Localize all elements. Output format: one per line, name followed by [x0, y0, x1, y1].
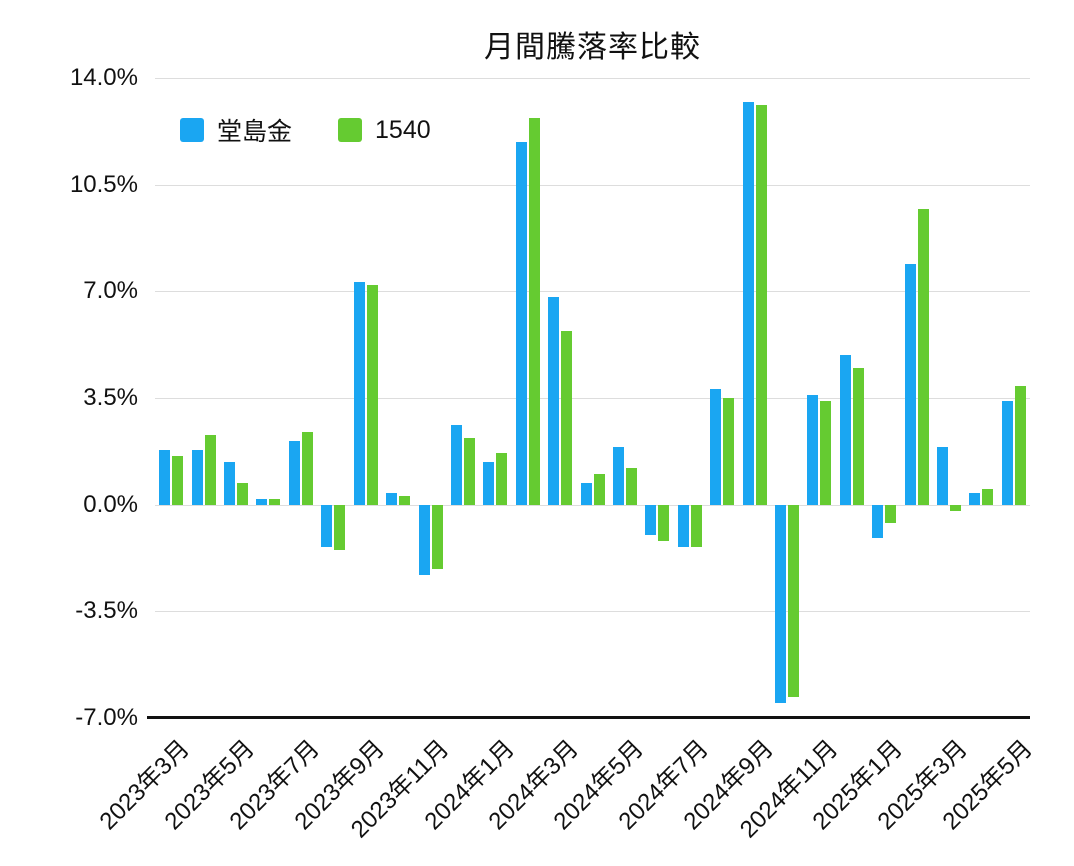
y-axis-tick-label: 3.5%	[83, 384, 138, 411]
bar-series-0	[450, 425, 462, 505]
bar-series-1	[885, 504, 897, 523]
legend-item-1540: 1540	[338, 116, 431, 145]
gridline	[155, 398, 1030, 399]
legend: 堂島金 1540	[180, 112, 431, 148]
bar-series-1	[723, 398, 735, 505]
bar-series-1	[301, 431, 313, 505]
bar-series-1	[399, 495, 411, 505]
bar-series-0	[353, 282, 365, 505]
bar-series-0	[612, 446, 624, 505]
bar-series-1	[366, 285, 378, 505]
y-axis-tick-label: 10.5%	[69, 170, 138, 198]
bar-series-1	[820, 401, 832, 505]
bar-series-0	[159, 449, 171, 505]
bar-series-1	[496, 452, 508, 505]
x-axis-line	[147, 716, 1030, 719]
bar-series-1	[431, 504, 443, 569]
bar-series-1	[690, 504, 702, 548]
bar-series-1	[1014, 385, 1026, 505]
bar-series-0	[515, 142, 527, 505]
bar-series-1	[463, 437, 475, 505]
bar-series-1	[852, 367, 864, 505]
bar-series-1	[787, 504, 799, 697]
bar-series-0	[839, 355, 851, 505]
bar-series-0	[418, 504, 430, 575]
bar-series-1	[237, 483, 248, 505]
chart-title: 月間騰落率比較	[484, 31, 701, 64]
gridline	[155, 78, 1030, 79]
bar-series-0	[742, 102, 754, 505]
gridline	[155, 504, 1030, 506]
bar-series-0	[774, 504, 786, 703]
legend-swatch-1540	[338, 118, 363, 142]
bar-series-1	[917, 209, 929, 505]
bar-series-1	[204, 434, 216, 505]
y-axis-tick-label: 14.0%	[69, 64, 138, 91]
y-axis-tick-label: 0.0%	[83, 490, 138, 518]
gridline	[155, 611, 1030, 613]
bar-series-0	[677, 504, 689, 548]
bar-series-0	[872, 504, 884, 539]
bar-series-0	[710, 388, 722, 505]
bar-series-0	[580, 483, 592, 505]
bar-series-0	[288, 440, 300, 505]
bar-series-0	[1001, 401, 1013, 505]
y-axis: 14.0% 10.5% 7.0% 3.5% 0.0% -3.5% -7.0%	[0, 64, 138, 731]
bar-series-1	[334, 504, 346, 551]
bar-series-0	[807, 395, 819, 505]
bar-series-0	[548, 297, 560, 505]
bar-series-1	[658, 504, 670, 542]
bar-series-0	[969, 492, 981, 505]
bar-series-0	[904, 263, 916, 505]
legend-label-dojima-gold: 堂島金	[217, 118, 293, 146]
bar-series-1	[561, 331, 573, 505]
legend-swatch-dojima-gold	[180, 118, 204, 142]
y-axis-tick-label: 7.0%	[83, 277, 138, 305]
bar-series-0	[191, 449, 203, 505]
y-axis-tick-label: -7.0%	[75, 704, 138, 731]
legend-item-dojima-gold: 堂島金	[180, 112, 292, 148]
bar-series-1	[625, 468, 637, 505]
y-axis-tick-label: -3.5%	[75, 597, 138, 625]
legend-label-1540: 1540	[375, 115, 431, 144]
bar-series-0	[321, 504, 333, 548]
bar-series-1	[269, 498, 281, 505]
bar-series-0	[256, 498, 268, 505]
bar-series-1	[172, 455, 184, 505]
plot-area	[147, 78, 1030, 719]
bar-series-1	[982, 489, 994, 505]
bar-series-1	[593, 474, 605, 505]
bar-series-0	[937, 446, 948, 505]
bar-series-0	[224, 462, 235, 505]
bar-series-0	[645, 504, 657, 536]
bar-series-1	[528, 117, 540, 505]
bar-series-1	[755, 105, 767, 505]
gridline	[155, 291, 1030, 293]
x-axis: 2023年3月 2023年5月 2023年7月 2023年9月 2023年11月 2024…	[95, 722, 1038, 866]
bar-series-0	[386, 492, 398, 505]
bar-series-1	[950, 504, 961, 511]
bar-series-0	[483, 462, 495, 505]
gridline	[155, 184, 1030, 186]
